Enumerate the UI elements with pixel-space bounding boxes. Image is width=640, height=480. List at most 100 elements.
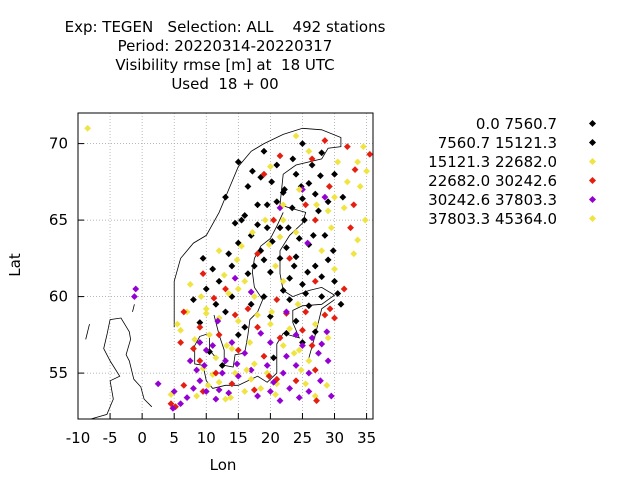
station-point-series-3 <box>250 293 258 301</box>
station-point-series-1 <box>282 244 290 252</box>
station-point-series-4 <box>254 250 262 258</box>
title-line-experiment: Exp: TEGEN Selection: ALL 492 stations <box>64 18 386 36</box>
x-tick-label: -5 <box>103 429 118 447</box>
y-tick-label: 70 <box>49 135 68 153</box>
station-point-series-5 <box>189 384 197 392</box>
station-point-series-1 <box>315 207 322 215</box>
station-point-series-2 <box>222 193 229 201</box>
station-point-series-1 <box>288 204 296 212</box>
station-point-series-5 <box>222 357 229 365</box>
station-point-series-2 <box>199 254 207 262</box>
station-point-series-1 <box>244 270 252 278</box>
x-tick-label: 25 <box>293 429 312 447</box>
station-point-series-1 <box>305 302 313 310</box>
station-point-series-1 <box>231 219 239 227</box>
station-point-series-4 <box>351 166 359 174</box>
station-point-series-5 <box>228 339 236 346</box>
station-point-series-6 <box>220 271 228 279</box>
station-point-series-4 <box>313 397 321 405</box>
station-point-series-3 <box>279 277 287 285</box>
station-point-series-1 <box>222 308 229 316</box>
station-point-series-4 <box>311 366 319 374</box>
station-point-series-1 <box>276 224 284 232</box>
station-point-series-4 <box>343 143 351 151</box>
station-point-series-5 <box>193 366 201 374</box>
station-point-series-3 <box>295 346 303 354</box>
station-point-series-4 <box>199 270 207 278</box>
station-point-series-2 <box>318 273 326 281</box>
station-point-series-1 <box>331 277 339 285</box>
station-point-series-3 <box>241 277 249 285</box>
station-point-series-3 <box>279 216 287 224</box>
station-point-series-4 <box>311 277 319 285</box>
station-point-series-2 <box>309 231 317 239</box>
station-point-series-5 <box>209 342 217 350</box>
station-point-series-3 <box>212 354 220 362</box>
station-point-series-5 <box>247 288 255 296</box>
station-point-series-2 <box>286 296 294 304</box>
station-point-series-3 <box>292 228 300 236</box>
station-point-series-1 <box>254 201 262 209</box>
station-point-series-2 <box>339 193 347 201</box>
station-point-series-3 <box>331 265 339 273</box>
station-point-series-3 <box>305 357 313 365</box>
station-point-series-5 <box>241 349 249 357</box>
station-point-series-2 <box>329 247 337 255</box>
station-point-series-4 <box>347 224 355 232</box>
x-tick-label: 20 <box>261 429 280 447</box>
data-points <box>84 124 374 412</box>
station-point-series-5 <box>215 386 223 394</box>
station-point-series-6 <box>173 320 181 328</box>
station-point-series-6 <box>204 381 212 389</box>
station-point-series-3 <box>228 345 236 353</box>
station-point-series-4 <box>276 152 284 160</box>
coastline <box>85 324 90 340</box>
station-point-series-2 <box>238 216 246 224</box>
station-point-series-1 <box>298 195 306 203</box>
station-point-series-2 <box>248 167 256 175</box>
station-point-series-6 <box>223 342 231 350</box>
station-point-series-4 <box>321 137 329 145</box>
station-point-series-3 <box>186 280 194 288</box>
station-point-series-3 <box>248 228 256 236</box>
station-point-series-5 <box>218 369 226 377</box>
station-point-series-4 <box>325 182 333 190</box>
station-point-series-5 <box>202 387 210 395</box>
station-point-series-1 <box>321 231 329 239</box>
station-point-series-6 <box>297 366 305 374</box>
station-point-series-1 <box>215 277 223 285</box>
station-point-series-3 <box>266 320 274 328</box>
station-point-series-1 <box>292 317 300 325</box>
station-point-series-2 <box>234 331 242 339</box>
station-point-series-6 <box>243 366 251 374</box>
station-point-series-5 <box>263 361 271 369</box>
station-point-series-2 <box>316 172 324 180</box>
x-tick-label: 35 <box>357 429 376 447</box>
station-point-series-6 <box>324 207 332 215</box>
station-point-series-5 <box>321 193 329 201</box>
station-point-series-1 <box>228 262 236 270</box>
x-tick-label: 5 <box>169 429 179 447</box>
station-point-series-4 <box>331 314 339 322</box>
station-point-series-3 <box>294 300 302 308</box>
station-point-series-3 <box>305 147 313 155</box>
station-point-series-2 <box>334 290 342 298</box>
station-point-series-2 <box>212 300 220 308</box>
title-line-used: Used 18 + 00 <box>171 75 279 93</box>
station-point-series-1 <box>311 262 319 270</box>
station-point-series-3 <box>276 233 284 241</box>
station-point-series-3 <box>272 262 280 270</box>
station-point-series-5 <box>323 328 331 336</box>
station-point-series-5 <box>327 392 335 400</box>
y-axis-label: Lat <box>6 253 24 277</box>
station-point-series-5 <box>233 360 241 368</box>
station-point-series-6 <box>265 241 273 249</box>
station-point-series-5 <box>170 387 178 395</box>
station-point-series-2 <box>250 262 258 270</box>
station-point-series-4 <box>273 296 281 304</box>
station-point-series-6 <box>302 380 310 388</box>
station-point-series-1 <box>318 293 326 301</box>
station-point-series-6 <box>197 293 205 301</box>
station-point-series-6 <box>290 349 298 357</box>
legend-entry-label: 0.0 7560.7 <box>475 115 557 133</box>
